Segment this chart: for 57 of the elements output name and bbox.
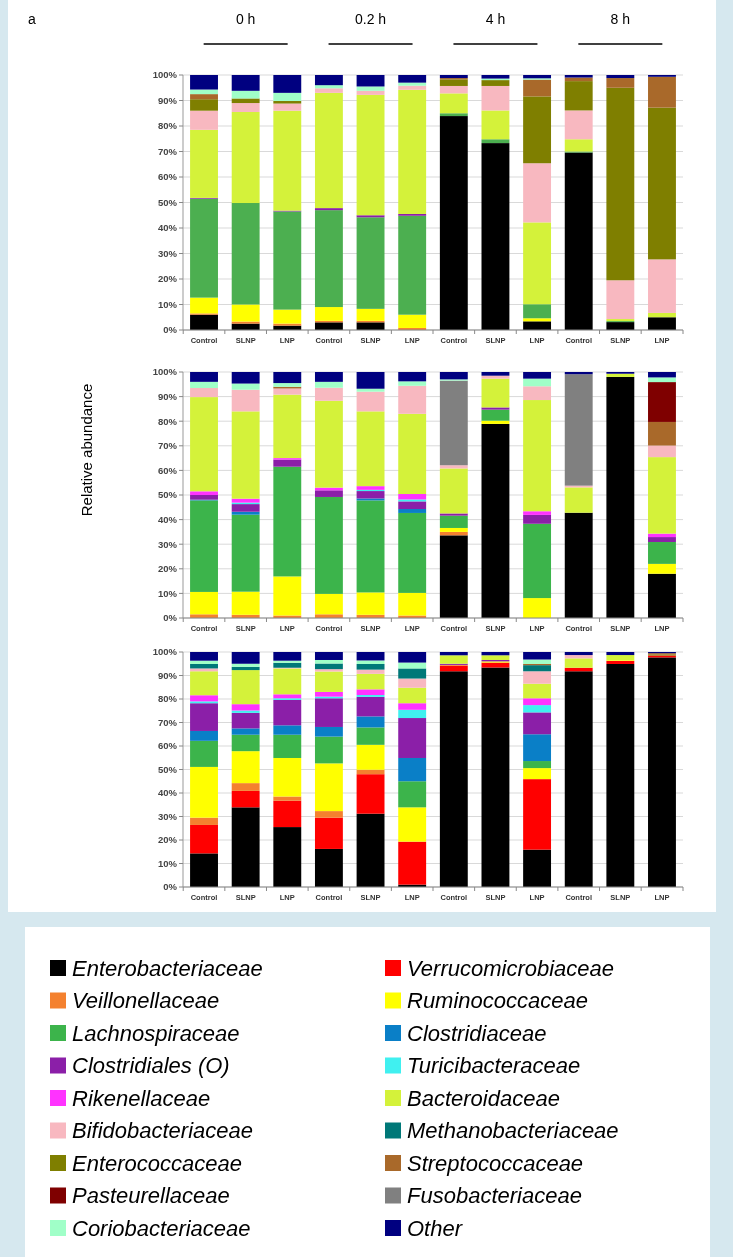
y-tick-label: 0%: [163, 612, 178, 624]
legend-label: Other: [407, 1215, 464, 1241]
legend-label: Bifidobacteriaceae: [72, 1118, 254, 1144]
text: 0.2 h: [354, 11, 387, 27]
y-tick-label: 20%: [157, 834, 178, 846]
text: 8 h: [610, 11, 631, 27]
legend-label: Fusobacteriaceae: [407, 1183, 582, 1209]
legend-label: Streptococcaceae: [407, 1150, 584, 1176]
y-tick-label: 50%: [157, 489, 178, 501]
y-tick-label: 100%: [152, 646, 178, 658]
y-tick-label: 90%: [157, 94, 178, 106]
legend-label: Enterobacteriaceae: [72, 955, 263, 981]
y-tick-label: 90%: [157, 669, 178, 681]
y-tick-label: 10%: [157, 857, 178, 869]
y-tick-label: 60%: [157, 464, 178, 476]
legend-label: Methanobacteriaceae: [407, 1118, 619, 1144]
y-tick-label: 100%: [152, 69, 178, 81]
legend-label: Clostridiaceae: [407, 1020, 547, 1046]
y-tick-label: 80%: [157, 120, 178, 132]
y-tick-label: 20%: [157, 273, 178, 285]
y-tick-label: 70%: [157, 440, 178, 452]
text: 0 h: [235, 11, 256, 27]
y-tick-label: 30%: [157, 538, 178, 550]
text: 4 h: [485, 11, 506, 27]
y-tick-label: 50%: [157, 763, 178, 775]
legend-label: Veillonellaceae: [72, 988, 220, 1014]
legend-label: Verrucomicrobiaceae: [407, 955, 615, 981]
y-tick-label: 40%: [157, 222, 178, 234]
y-tick-label: 30%: [157, 247, 178, 259]
y-tick-label: 10%: [157, 298, 178, 310]
legend-label: Rikenellaceae: [72, 1085, 211, 1111]
y-tick-label: 90%: [157, 390, 178, 402]
y-tick-label: 60%: [157, 171, 178, 183]
y-tick-label: 80%: [157, 693, 178, 705]
y-tick-label: 30%: [157, 810, 178, 822]
y-tick-label: 100%: [152, 366, 178, 378]
legend-label: Lachnospiraceae: [72, 1020, 240, 1046]
text: a: [28, 11, 36, 27]
legend-label: Turicibacteraceae: [407, 1053, 581, 1079]
legend-label: Ruminococcaceae: [407, 988, 588, 1014]
y-tick-label: 0%: [163, 324, 178, 336]
y-tick-label: 80%: [157, 415, 178, 427]
legend-label: Pasteurellaceae: [72, 1183, 230, 1209]
y-tick-label: 40%: [157, 787, 178, 799]
y-tick-label: 40%: [157, 513, 178, 525]
y-tick-label: 60%: [157, 740, 178, 752]
y-tick-label: 20%: [157, 563, 178, 575]
y-tick-label: 70%: [157, 145, 178, 157]
legend-label: Coriobacteriaceae: [72, 1215, 251, 1241]
y-tick-label: 0%: [163, 881, 178, 893]
y-tick-label: 50%: [157, 196, 178, 208]
y-axis-title: Relative abundance: [78, 383, 95, 517]
legend-label: Enterococcaceae: [72, 1150, 242, 1176]
y-tick-label: 70%: [157, 716, 178, 728]
legend-label: Clostridiales (O): [72, 1053, 230, 1079]
legend-label: Bacteroidaceae: [407, 1085, 560, 1111]
y-tick-label: 10%: [157, 587, 178, 599]
